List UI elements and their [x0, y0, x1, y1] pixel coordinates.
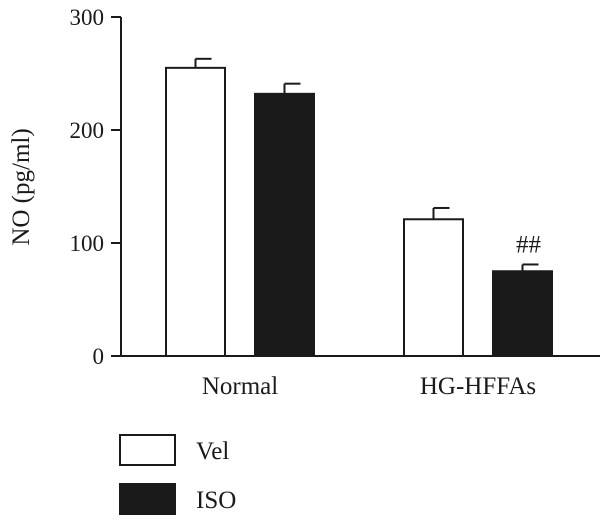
legend-label-vel: Vel [196, 438, 229, 465]
x-axis: Normal HG-HFFAs [120, 355, 600, 400]
x-category-label: Normal [202, 373, 278, 400]
y-tick-label: 200 [70, 118, 105, 143]
x-category-label: HG-HFFAs [420, 373, 536, 400]
bar-vel-0 [165, 66, 226, 357]
y-tick-label: 100 [70, 231, 105, 256]
y-tick-label: 300 [70, 5, 105, 30]
significance-annotation: ## [516, 231, 542, 258]
bar-vel-1 [403, 218, 464, 357]
y-axis-label: NO (pg/ml) [8, 128, 35, 245]
legend-swatch-iso [119, 483, 176, 515]
bar-iso-1 [492, 270, 553, 357]
y-tick-label: 0 [93, 344, 105, 369]
bars [165, 57, 553, 357]
annotations: ## [516, 231, 542, 258]
legend-label-iso: ISO [196, 487, 236, 514]
legend: Vel ISO [119, 434, 236, 515]
y-axis: 0 100 200 300 [70, 5, 122, 369]
legend-swatch-vel [119, 434, 176, 466]
bar-iso-0 [254, 92, 315, 357]
